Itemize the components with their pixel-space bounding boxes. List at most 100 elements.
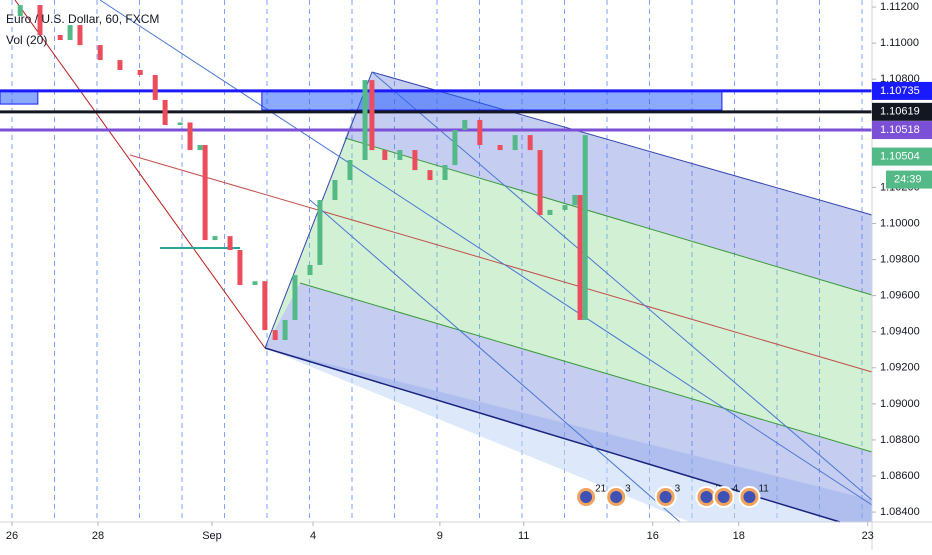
y-tick-label: 1.09000 [880,398,920,410]
fork-upper [345,72,872,295]
candle-body [212,236,218,241]
y-tick-label: 1.10000 [880,217,920,229]
candle-body [497,145,503,151]
x-tick-label: 26 [6,530,18,542]
price-label: 1.10504 [880,150,920,162]
x-tick-label: 9 [437,530,443,542]
candle-body [307,264,313,276]
candle-body [427,170,433,181]
price-label-box [872,147,932,166]
y-tick-label: 1.09800 [880,253,920,265]
x-tick-label: 18 [733,530,745,542]
y-tick-label: 1.08800 [880,434,920,446]
candle-body [537,150,543,216]
event-icon-inner [700,491,713,503]
price-label: 1.10735 [880,85,920,97]
candle-body [347,159,353,181]
candle-body [137,69,143,76]
x-tick-label: 11 [518,530,529,542]
chart-subtitle: Vol (20) [6,33,47,47]
candle-body [237,249,243,285]
y-tick-label: 1.11000 [880,37,919,49]
candle-body [462,119,468,131]
x-tick-label: 4 [310,530,316,542]
candle-body [162,99,168,125]
candle-body [452,130,458,166]
y-tick-label: 1.08600 [880,470,920,482]
candle-body [67,25,73,41]
candle-body [252,281,258,285]
candle-body [152,75,158,100]
event-label: 3 [625,484,631,495]
candle-body [317,200,323,265]
x-tick-label: Sep [202,530,222,542]
candle-body [382,150,388,160]
price-label: 1.10518 [880,124,920,136]
candle-body [442,165,448,181]
event-label: 11 [758,484,769,495]
plot [0,5,872,341]
y-tick-label: 1.11200 [880,1,919,13]
candle-body [97,45,103,61]
candle-body [292,275,298,320]
candle-body [227,236,233,250]
x-tick-label: 16 [647,530,659,542]
axes: 1.112001.110001.108001.102001.100001.098… [6,1,932,542]
y-tick-label: 1.08400 [880,506,920,518]
fork-line [309,199,681,523]
fork-lower [265,283,872,522]
countdown-box [886,170,932,189]
event-icon-inner [717,491,730,503]
candle-body [117,60,123,70]
event-label: 21 [595,484,607,495]
candle-body [272,330,278,341]
candle-body [369,80,375,151]
candle-body [577,194,583,320]
price-label-box [872,102,932,121]
countdown: 24:39 [894,173,922,185]
price-label: 1.10619 [880,106,920,118]
candle-body [362,80,368,160]
candle-body [397,150,403,160]
candle-body [477,119,483,146]
fork-line [299,282,873,453]
chart-title: Euro / U.S. Dollar, 60, FXCM [6,12,159,26]
event-label: 4 [733,484,739,495]
median-line [129,154,873,373]
candle-body [202,145,208,241]
fork-line [14,0,266,349]
candle-body [37,5,43,35]
event-icon-inner [580,491,593,503]
fork-fan [265,348,872,522]
candle-body [332,180,338,201]
x-tick-label: 28 [92,530,104,542]
candle-body [262,281,268,331]
zone [261,89,723,111]
event-icon-inner [659,491,672,503]
price-label-box [872,81,932,100]
candle-body [187,122,193,151]
event-icon-inner [610,491,623,503]
fork-line [344,137,873,296]
candle-body [527,135,533,151]
candle-body [17,5,23,17]
candle-body [177,122,183,125]
candle-body [282,319,288,341]
candle-body [77,25,83,46]
candle-body [572,194,578,206]
x-tick-label: 23 [862,530,874,542]
price-label-box [872,121,932,140]
y-tick-label: 1.09600 [880,290,920,302]
candle-body [412,150,418,171]
fork-line [99,0,873,506]
event-icon-inner [743,491,756,503]
y-tick-label: 1.09200 [880,362,920,374]
candle-body [547,209,553,216]
event-label: 3 [675,484,681,495]
candle-body [57,34,63,41]
candle-body [197,145,203,151]
pitchfork [14,0,873,523]
candle-body [512,135,518,151]
y-tick-label: 1.09400 [880,326,920,338]
